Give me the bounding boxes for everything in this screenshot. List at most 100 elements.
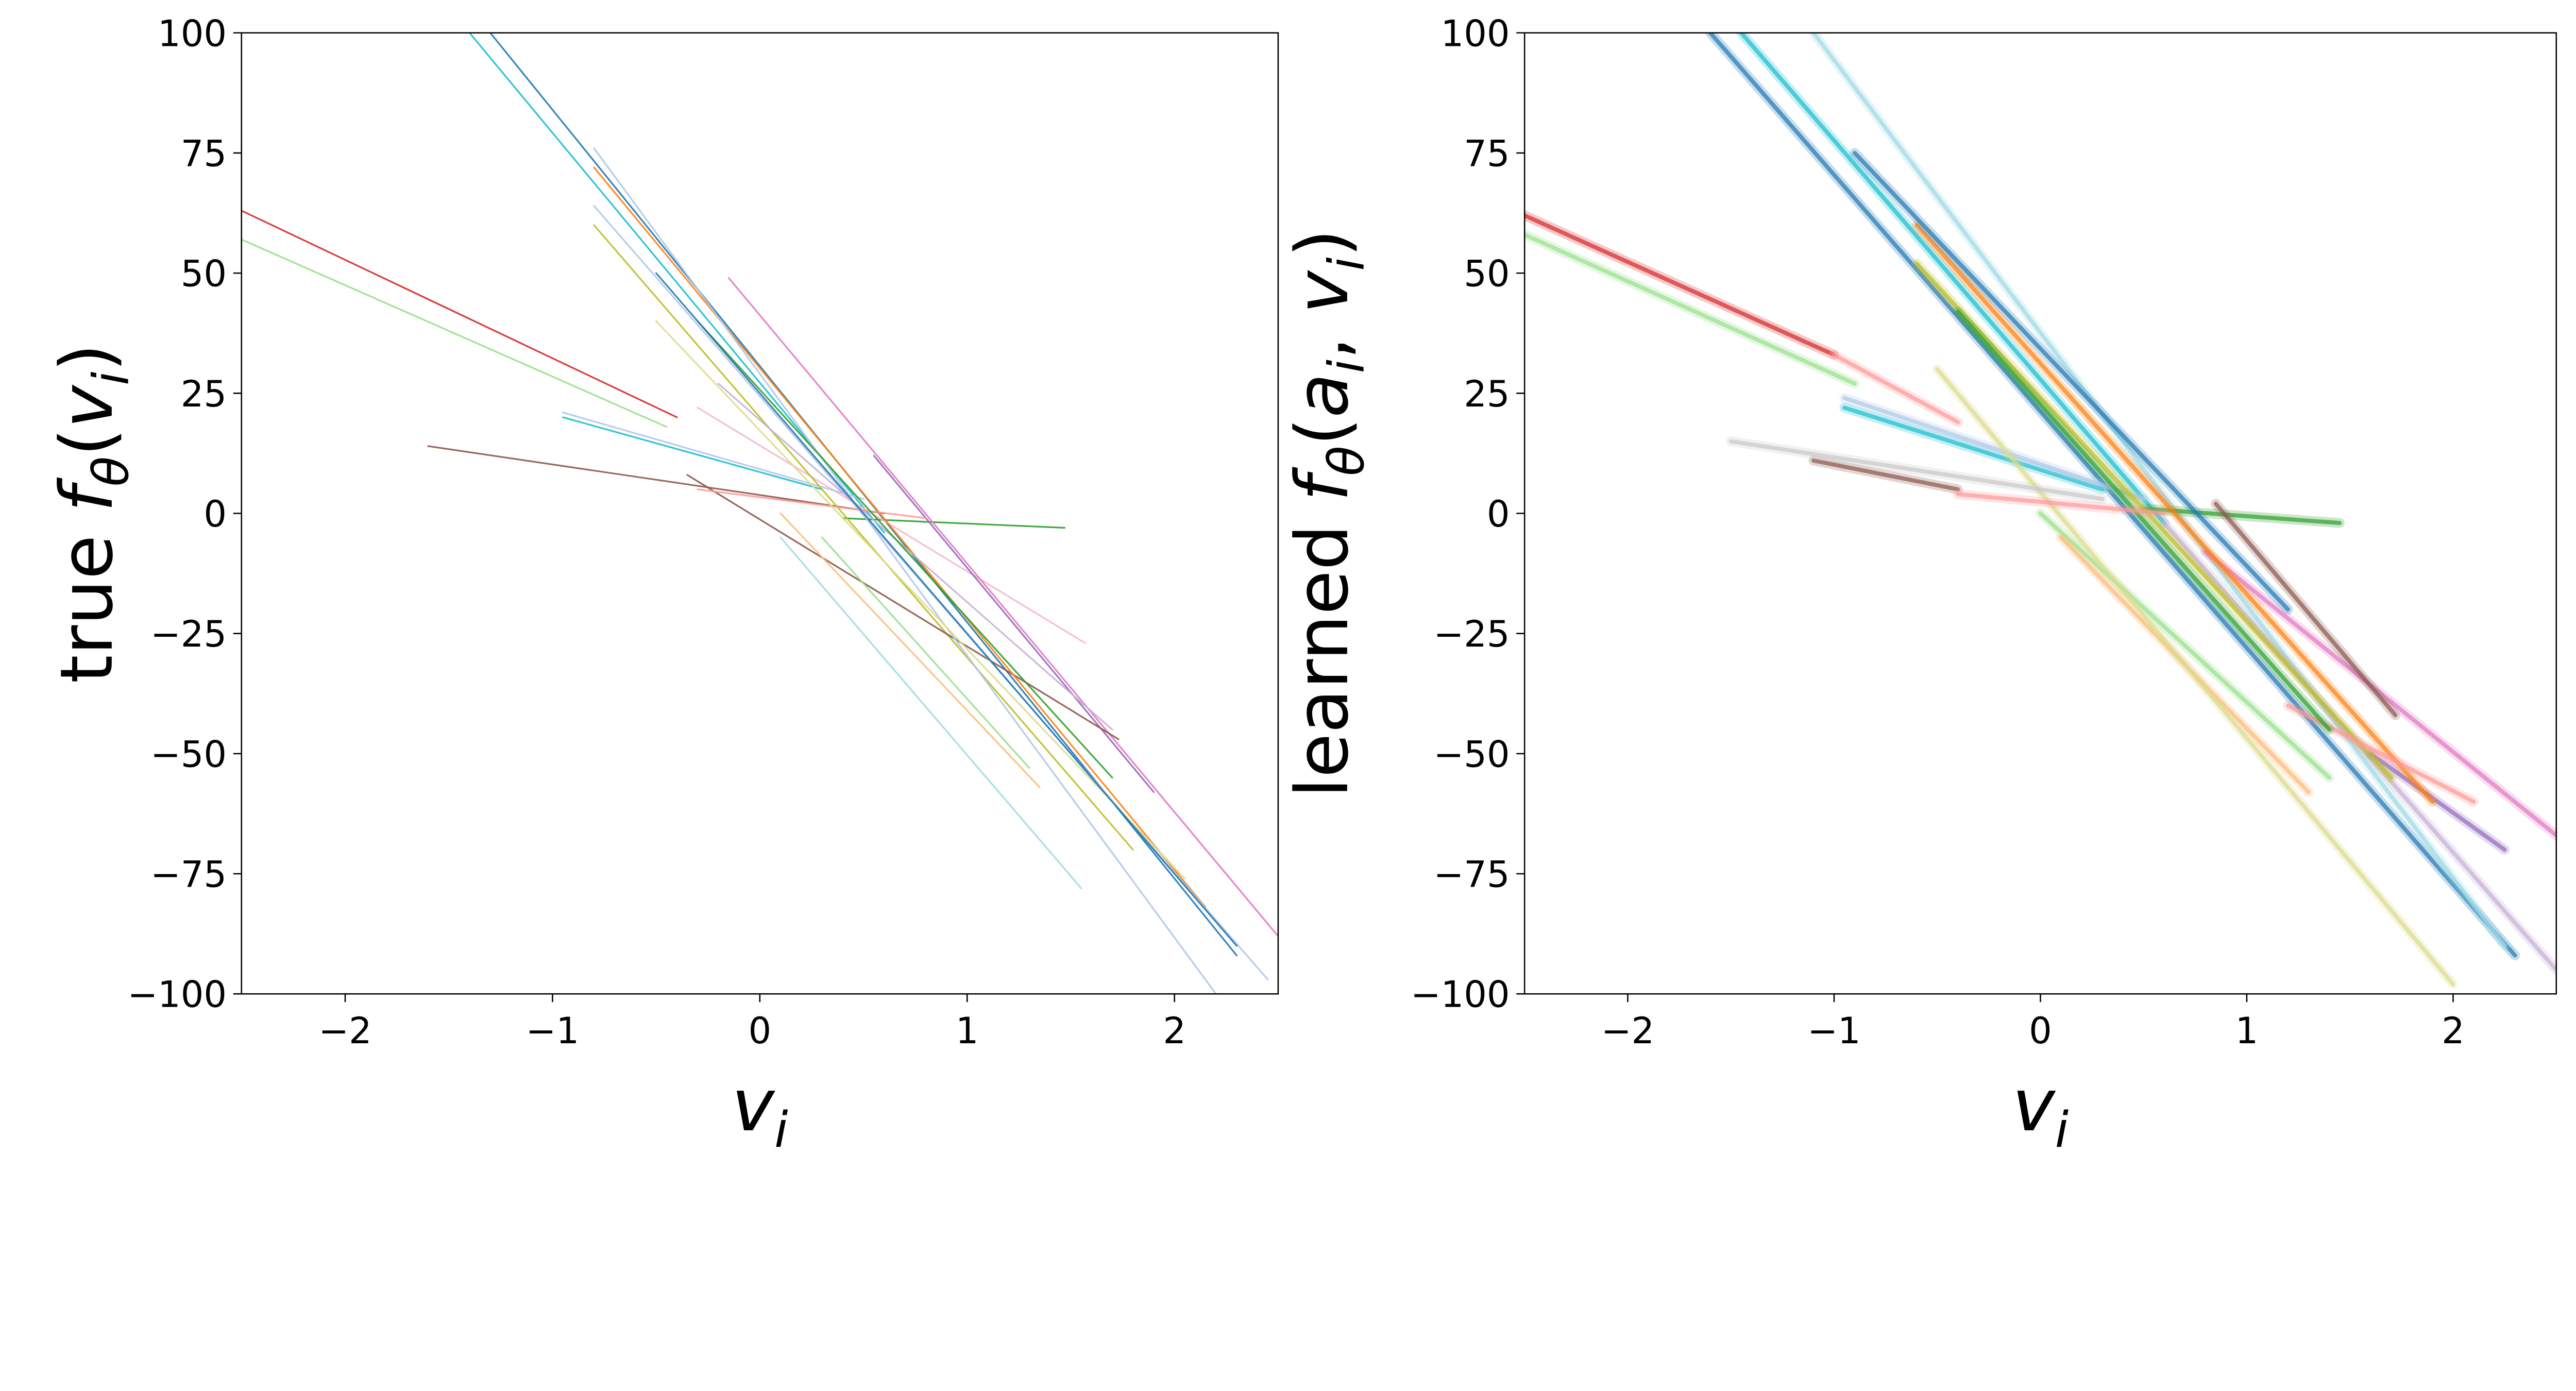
series-line-s19 [821, 536, 1030, 769]
series-line-s17 [593, 147, 1217, 994]
series-line-s22 [655, 320, 1186, 879]
x-tick-label: 0 [748, 1010, 771, 1052]
y-label-part: ( [45, 428, 129, 456]
series-line-s2 [1739, 32, 2166, 525]
y-tick-label: 100 [1441, 12, 1510, 55]
series-line-s5 [1811, 458, 1960, 491]
y-label-part: ) [1281, 229, 1365, 257]
y-tick-label: −100 [127, 974, 227, 1016]
x-tick-label: −2 [1601, 1010, 1654, 1052]
x-tick-label: −1 [1807, 1010, 1860, 1052]
series-line-s6 [842, 517, 1065, 529]
series-line-s20 [717, 383, 1113, 731]
series-line-s7 [2203, 550, 2556, 838]
y-tick-label: 25 [181, 373, 227, 415]
series-line-s22 [1728, 439, 2105, 501]
y-tick-label: 50 [1464, 253, 1510, 295]
series-line-s9 [779, 536, 1082, 889]
x-tick-label: 0 [2029, 1010, 2052, 1052]
y-tick-label: −50 [1433, 733, 1510, 775]
x-label-sub: i [2055, 1101, 2069, 1159]
series-line-s23 [697, 320, 1113, 779]
y-tick-label: −50 [150, 733, 227, 775]
axes-frame [241, 32, 1279, 995]
series-line-s19 [1935, 367, 2455, 987]
series-line-s15 [593, 166, 1207, 908]
series-line-s24 [655, 272, 1238, 947]
series-line-s3b [1832, 352, 1960, 425]
y-label-part: ) [45, 344, 129, 372]
series-line-s15 [2286, 703, 2476, 804]
right-plot: −2 −1 0 1 21007550250−25−50−75−100vilearned … [1281, 12, 2557, 1159]
series-line-s6 [2141, 506, 2342, 525]
x-label-sub: i [774, 1101, 788, 1159]
y-label-part: i [82, 371, 140, 385]
figure: −2 −1 0 1 2 100 75 50 25 0 −25 −50 −75 −100 vi true fθ(… [45, 12, 2557, 1159]
series-line-s2b [1811, 32, 2507, 948]
series-line-s20 [1853, 150, 2291, 612]
y-label-part: , [1281, 314, 1365, 360]
series-line-s10 [562, 416, 823, 490]
y-tick-label: −25 [1433, 613, 1510, 655]
y-tick-label: −25 [150, 613, 227, 655]
series-line-s21 [697, 488, 927, 519]
x-tick-label: 2 [1163, 1010, 1186, 1052]
series-line-s4 [1524, 232, 1857, 386]
y-tick-label: 75 [1464, 132, 1510, 175]
y-label-part: i [1318, 360, 1376, 374]
x-axis-label: vi [732, 1064, 788, 1159]
y-label-part: θ [1318, 446, 1376, 476]
series-line-s11 [1842, 396, 2146, 501]
series-line-s1 [1708, 32, 2517, 958]
y-tick-label: −75 [1433, 854, 1510, 896]
y-label-part: v [1281, 270, 1365, 314]
series-line-s17 [1956, 309, 2332, 732]
y-label-part: ( [1281, 418, 1365, 446]
x-tick-label: −2 [318, 1010, 371, 1052]
series-line-s16 [2038, 511, 2332, 780]
y-label-part: v [45, 384, 129, 428]
y-axis-label: learned fθ(ai, vi) [1281, 229, 1376, 798]
series-group [1524, 32, 2556, 990]
series-line-s10 [1842, 405, 2105, 491]
x-tick-label: 1 [956, 1010, 979, 1052]
series-line-s7 [697, 406, 1087, 644]
y-tick-label: −100 [1411, 974, 1510, 1016]
series-line-s5 [427, 445, 885, 515]
x-tick-label: −1 [526, 1010, 579, 1052]
series-line-s3 [1524, 213, 1836, 357]
y-label-part: a [1281, 374, 1365, 418]
y-tick-label: 0 [204, 493, 227, 535]
y-tick-label: −75 [150, 854, 227, 896]
series-line-s14 [1914, 223, 2435, 804]
y-tick-label: 100 [158, 12, 227, 55]
x-tick-label: 2 [2442, 1010, 2465, 1052]
y-label-part: true [45, 512, 129, 684]
series-line-s13 [2213, 501, 2398, 718]
y-tick-label: 25 [1464, 373, 1510, 415]
y-tick-label: 50 [181, 253, 227, 295]
series-line-s4 [241, 239, 668, 428]
series-line-s18 [779, 512, 1041, 788]
x-tick-label: 1 [2235, 1010, 2259, 1052]
series-line-s13 [873, 454, 1155, 793]
series-line-s8 [727, 277, 1278, 937]
y-label-part: learned [1281, 501, 1365, 798]
y-label-part: θ [82, 456, 140, 487]
y-axis-label: true fθ(vi) [45, 344, 140, 684]
y-label-part: i [1318, 257, 1376, 271]
series-line-s12 [593, 224, 1134, 851]
series-line-s9 [2368, 751, 2507, 852]
series-line-s21 [1956, 492, 2166, 516]
y-tick-label: 75 [181, 132, 227, 175]
series-group [241, 32, 1278, 994]
series-line-s12 [1914, 261, 2394, 780]
series-line-s11 [562, 412, 865, 500]
x-axis-label: vi [2012, 1064, 2069, 1159]
series-line-s3 [241, 210, 678, 418]
x-label-var: v [732, 1064, 775, 1148]
series-line-s14 [686, 474, 1120, 740]
y-tick-label: 0 [1487, 493, 1510, 535]
